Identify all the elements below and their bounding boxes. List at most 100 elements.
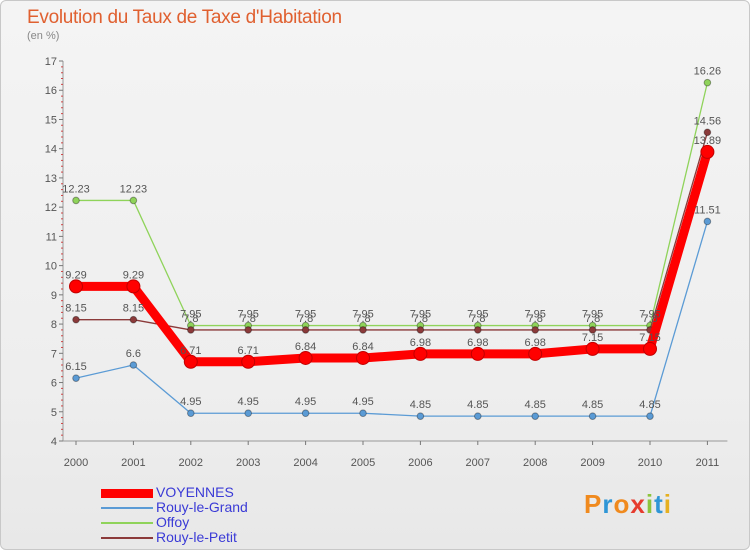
data-label-offoy: 7.95 xyxy=(524,309,545,321)
logo-letter: o xyxy=(613,489,631,519)
data-label-voyennes: 6.84 xyxy=(295,341,316,353)
data-point-rouy-le-petit xyxy=(72,315,80,324)
y-tick-label: 16 xyxy=(45,85,57,97)
y-tick-label: 12 xyxy=(45,202,57,214)
y-tick-label: 14 xyxy=(45,144,57,156)
data-label-rouy-le-petit: 7.8 xyxy=(355,313,370,325)
data-label-rouy-le-petit: 7.8 xyxy=(642,313,657,325)
data-point-rouy-le-petit xyxy=(703,128,712,137)
data-label-voyennes: 7.15 xyxy=(639,332,660,344)
data-point-rouy-le-grand xyxy=(646,412,654,420)
data-label-rouy-le-petit: 7.8 xyxy=(241,313,256,325)
data-point-rouy-le-grand xyxy=(244,409,252,418)
data-label-offoy: 7.95 xyxy=(410,309,431,321)
chart-subtitle: (en %) xyxy=(27,30,60,42)
legend-swatch-rouy-le-grand xyxy=(101,507,153,509)
x-tick-label: 2005 xyxy=(351,457,375,469)
data-point-voyennes xyxy=(528,346,543,361)
data-label-voyennes: 6.98 xyxy=(524,337,545,349)
x-tick-label: 2011 xyxy=(696,457,720,469)
series-line-rouy-le-grand xyxy=(75,221,709,417)
series-line-offoy xyxy=(76,82,709,327)
series-line-rouy-le-petit xyxy=(76,132,709,331)
data-label-rouy-le-petit: 7.8 xyxy=(528,313,543,325)
logo-letter: i xyxy=(645,489,655,519)
y-tick-label: 11 xyxy=(46,231,57,243)
legend-label-offoy: Offoy xyxy=(156,514,190,530)
data-label-voyennes: 9.29 xyxy=(123,269,144,281)
data-label-rouy-le-grand: 4.95 xyxy=(295,396,316,408)
data-label-voyennes: 13.89 xyxy=(694,135,722,147)
data-label-offoy: 7.95 xyxy=(467,309,488,321)
data-label-rouy-le-petit: 14.56 xyxy=(694,115,722,127)
x-tick-label: 2009 xyxy=(580,457,604,469)
logo-letter: r xyxy=(602,489,614,519)
data-point-voyennes xyxy=(69,279,83,294)
data-point-voyennes xyxy=(470,346,485,361)
data-point-voyennes xyxy=(643,341,657,356)
data-label-voyennes: 6.98 xyxy=(410,337,431,349)
x-tick-label: 2007 xyxy=(466,457,490,469)
data-label-rouy-le-petit: 7.8 xyxy=(298,313,313,325)
series-lines xyxy=(69,78,715,420)
data-point-voyennes xyxy=(585,341,600,356)
data-point-voyennes xyxy=(241,354,256,369)
data-label-rouy-le-grand: 4.85 xyxy=(639,399,660,411)
series-voyennes xyxy=(69,144,715,369)
series-rouy-le-grand xyxy=(72,217,712,420)
data-labels: 9.29 9.29 6.71 6.71 6.84 6.84 6.98 6.98 6.98 7.15… xyxy=(62,66,721,412)
data-label-offoy: 7.95 xyxy=(295,309,316,321)
data-point-rouy-le-grand xyxy=(301,409,310,418)
data-label-voyennes: 6.84 xyxy=(352,341,373,353)
y-tick-label: 10 xyxy=(45,261,57,273)
x-tick-label: 2004 xyxy=(293,457,317,469)
data-label-rouy-le-petit: 8.15 xyxy=(65,303,86,315)
data-label-rouy-le-grand: 11.51 xyxy=(694,204,721,216)
data-label-rouy-le-grand: 4.85 xyxy=(467,399,488,411)
data-point-rouy-le-petit xyxy=(359,326,367,334)
data-point-rouy-le-grand xyxy=(703,217,712,226)
data-label-offoy: 12.23 xyxy=(62,183,90,195)
labels-rouy-le-grand: 6.15 6.6 4.95 4.95 4.95 4.95 4.85 4.85 4.85 4.85 4… xyxy=(65,204,720,411)
y-tick-label: 13 xyxy=(45,173,57,185)
y-tick-label: 5 xyxy=(51,407,57,419)
labels-voyennes: 9.29 9.29 6.71 6.71 6.84 6.84 6.98 6.98 6.98 7.15… xyxy=(65,135,721,357)
x-tick-label: 2000 xyxy=(64,457,88,469)
proxiti-logo: Proxiti xyxy=(584,489,672,520)
y-tick-label: 7 xyxy=(51,348,57,360)
legend-label-rouy-le-petit: Rouy-le-Petit xyxy=(156,529,237,545)
series-line-voyennes xyxy=(76,150,712,367)
data-point-rouy-le-petit xyxy=(531,326,540,334)
data-label-rouy-le-petit: 8.15 xyxy=(123,303,144,315)
y-tick-label: 9 xyxy=(51,290,57,302)
data-point-rouy-le-grand xyxy=(129,361,138,369)
data-point-rouy-le-petit xyxy=(129,315,138,324)
data-label-rouy-le-petit: 7.8 xyxy=(183,313,198,325)
data-point-voyennes xyxy=(413,346,428,361)
y-tick-label: 8 xyxy=(51,319,57,331)
data-label-rouy-le-grand: 4.85 xyxy=(582,399,603,411)
data-label-rouy-le-grand: 4.85 xyxy=(410,399,431,411)
legend-label-rouy-le-grand: Rouy-le-Grand xyxy=(156,499,248,515)
x-tick-label: 2002 xyxy=(179,457,203,469)
data-label-offoy: 12.23 xyxy=(120,183,148,195)
x-tick-label: 2001 xyxy=(121,457,145,469)
data-point-rouy-le-grand xyxy=(588,412,597,420)
data-point-rouy-le-grand xyxy=(531,412,540,420)
data-label-offoy: 7.95 xyxy=(639,309,660,321)
data-label-rouy-le-petit: 7.8 xyxy=(470,313,485,325)
data-point-rouy-le-petit xyxy=(187,326,195,334)
data-point-rouy-le-petit xyxy=(301,326,310,334)
x-tick-label: 2006 xyxy=(408,457,432,469)
data-label-offoy: 7.95 xyxy=(352,309,373,321)
data-label-offoy: 16.26 xyxy=(694,66,722,78)
logo-letter: i xyxy=(663,489,672,519)
chart-title: Evolution du Taux de Taxe d'Habitation xyxy=(27,7,342,28)
y-tick-label: 17 xyxy=(45,56,57,68)
data-point-voyennes xyxy=(126,279,141,294)
data-point-voyennes xyxy=(700,144,715,159)
data-label-rouy-le-grand: 4.95 xyxy=(180,396,201,408)
data-point-offoy xyxy=(129,196,138,205)
